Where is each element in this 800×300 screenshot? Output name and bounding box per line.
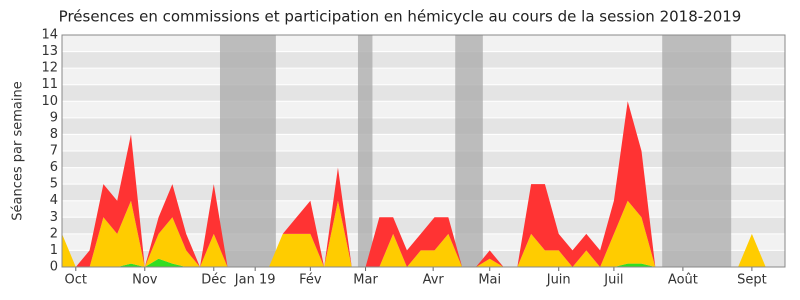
y-tick-label: 4 xyxy=(50,193,58,208)
shaded-range xyxy=(455,35,483,267)
area xyxy=(62,258,766,267)
y-tick-label: 7 xyxy=(50,144,58,159)
x-tick-label: Mar xyxy=(353,273,378,288)
y-tick-label: 6 xyxy=(50,160,58,175)
y-tick-label: 0 xyxy=(50,260,58,275)
x-tick-label: Fév xyxy=(299,273,322,288)
y-tick-label: 8 xyxy=(50,127,58,142)
x-tick-label: Avr xyxy=(423,273,445,288)
shaded-range xyxy=(357,35,373,267)
x-tick-label: Août xyxy=(668,273,698,288)
plot-frame xyxy=(61,34,786,268)
y-tick-label: 3 xyxy=(50,210,58,225)
x-tick-label: Sept xyxy=(737,273,767,288)
shaded-range xyxy=(219,35,276,267)
y-tick-label: 10 xyxy=(41,94,58,109)
x-tick-label: Nov xyxy=(132,273,158,288)
area xyxy=(62,101,766,268)
chart-title: Présences en commissions et participatio… xyxy=(59,8,742,26)
x-tick-label: Jan 19 xyxy=(234,273,276,288)
y-tick-label: 13 xyxy=(41,44,58,59)
y-tick-label: 9 xyxy=(50,110,58,125)
x-tick-label: Déc xyxy=(201,273,226,288)
area xyxy=(62,200,766,267)
x-tick-label: Juin xyxy=(546,273,571,288)
y-tick-label: 14 xyxy=(41,28,58,43)
y-axis-label: Séances par semaine xyxy=(11,81,26,220)
shaded-range xyxy=(662,35,732,267)
x-tick-label: Mai xyxy=(478,273,501,288)
x-tick-label: Juil xyxy=(603,273,623,288)
x-tick-label: Oct xyxy=(65,273,87,288)
y-tick-label: 12 xyxy=(41,61,58,76)
y-tick-label: 1 xyxy=(50,243,58,258)
y-tick-label: 11 xyxy=(41,77,58,92)
y-tick-label: 2 xyxy=(50,226,58,241)
y-tick-label: 5 xyxy=(50,177,58,192)
